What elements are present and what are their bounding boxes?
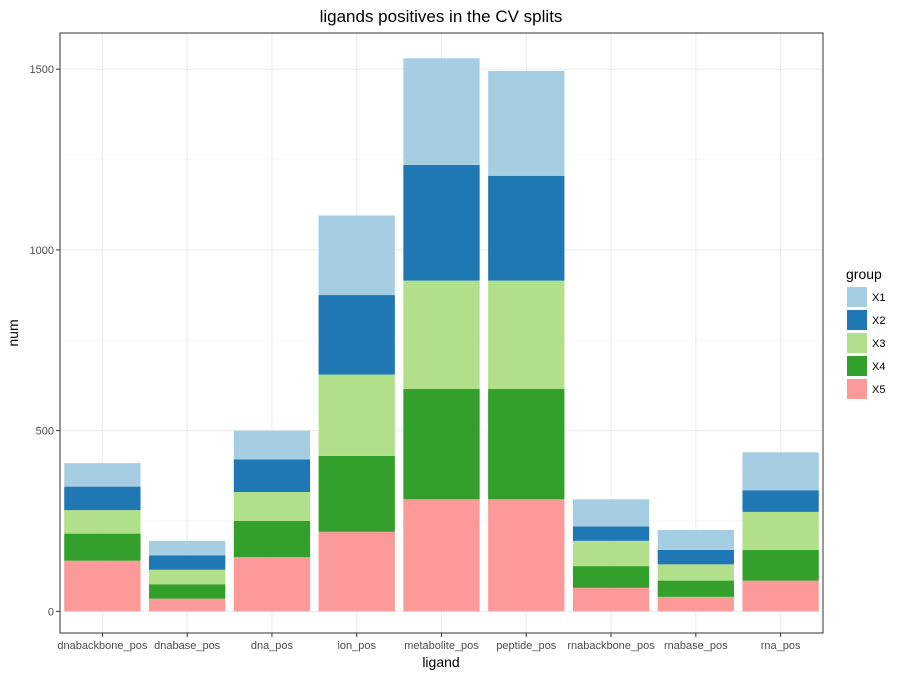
y-axis: 0 500 1000 1500: [30, 64, 60, 618]
bar-segment: [233, 459, 311, 493]
bar-segment: [149, 598, 226, 612]
bar-segment: [488, 280, 565, 390]
legend-label: X3: [872, 338, 885, 350]
x-axis: dnabackbone_pos dnabase_pos dna_pos ion_pos…: [57, 633, 801, 652]
bar-segment: [64, 486, 141, 511]
bar-segment: [488, 175, 565, 281]
legend-label: X2: [872, 315, 885, 327]
bars: [64, 58, 819, 612]
bar-segment: [488, 70, 565, 176]
x-axis-title: ligand: [422, 654, 459, 670]
bar-segment: [488, 389, 565, 500]
bar-segment: [572, 566, 650, 588]
bar-segment: [572, 540, 650, 567]
bar-segment: [657, 529, 734, 550]
legend-title: group: [846, 266, 882, 282]
bar-segment: [64, 463, 141, 487]
x-tick-label: peptide_pos: [496, 640, 556, 652]
bar-segment: [488, 499, 565, 612]
bar-segment: [403, 389, 480, 500]
bar-segment: [572, 526, 650, 541]
x-tick-label: rna_pos: [761, 640, 801, 652]
bar-segment: [233, 520, 311, 558]
bar-segment: [64, 560, 141, 612]
bar-segment: [403, 58, 480, 165]
bar-segment: [403, 280, 480, 390]
bar-segment: [149, 540, 226, 556]
legend-key: [847, 356, 867, 376]
bar-segment: [403, 164, 480, 281]
plot-panel: [59, 32, 824, 634]
y-tick-label: 1000: [30, 245, 54, 257]
bar-segment: [742, 452, 819, 491]
y-tick-label: 1500: [30, 64, 54, 76]
bar-segment: [318, 531, 395, 612]
bar-segment: [233, 430, 311, 460]
legend-label: X1: [872, 292, 885, 304]
legend-label: X5: [872, 384, 885, 396]
bar-segment: [742, 580, 819, 612]
bar-segment: [64, 510, 141, 534]
bar-segment: [742, 511, 819, 550]
bar-segment: [657, 580, 734, 597]
y-axis-title: num: [5, 319, 21, 346]
bar-segment: [657, 549, 734, 565]
x-tick-label: dnabackbone_pos: [57, 640, 147, 652]
bar-segment: [233, 557, 311, 612]
x-tick-label: dna_pos: [251, 640, 294, 652]
legend: group X1 X2 X3 X4 X5: [846, 266, 885, 399]
bar-segment: [149, 555, 226, 570]
x-tick-label: dnabase_pos: [154, 640, 221, 652]
chart-title: ligands positives in the CV splits: [320, 7, 563, 26]
bar-segment: [318, 295, 395, 375]
bar-segment: [572, 499, 650, 527]
x-tick-label: rnabackbone_pos: [567, 640, 655, 652]
bar-segment: [742, 490, 819, 512]
legend-key: [847, 310, 867, 330]
bar-segment: [233, 492, 311, 521]
y-tick-label: 0: [48, 606, 54, 618]
y-tick-label: 500: [36, 426, 54, 438]
x-tick-label: rnabase_pos: [664, 640, 728, 652]
bar-segment: [149, 584, 226, 599]
legend-label: X4: [872, 361, 885, 373]
bar-segment: [318, 374, 395, 456]
x-tick-label: metabolite_pos: [404, 640, 479, 652]
bar-segment: [657, 564, 734, 581]
bar-segment: [318, 455, 395, 532]
bar-segment: [742, 549, 819, 581]
bar-segment: [657, 596, 734, 612]
bar-segment: [403, 499, 480, 612]
legend-key: [847, 379, 867, 399]
bar-segment: [318, 215, 395, 296]
bar-segment: [572, 587, 650, 612]
legend-key: [847, 287, 867, 307]
bar-segment: [64, 533, 141, 561]
x-tick-label: ion_pos: [337, 640, 376, 652]
bar-segment: [149, 569, 226, 585]
legend-key: [847, 333, 867, 353]
